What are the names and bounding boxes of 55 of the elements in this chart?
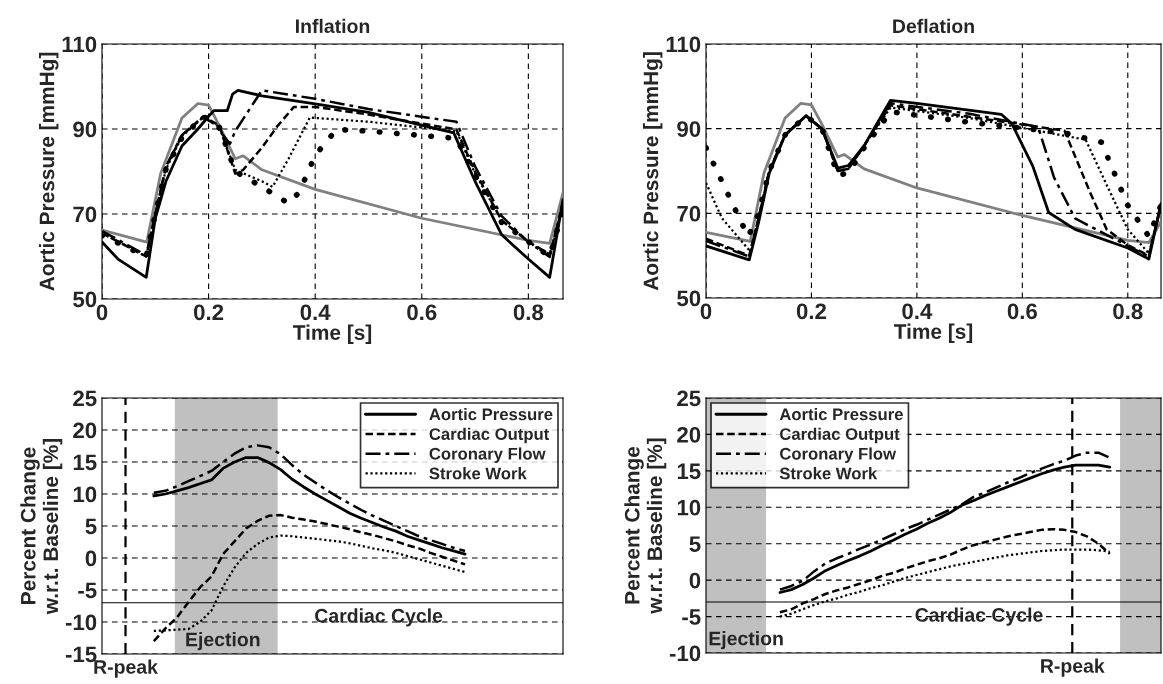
y-tick-label: -10 xyxy=(65,614,97,631)
y-tick-label: 0 xyxy=(689,572,701,589)
y-tick-label: -5 xyxy=(682,609,701,625)
y-axis-title: Percent Change w.r.t. Baseline [%] xyxy=(20,438,63,615)
y-tick-label: 25 xyxy=(677,390,701,407)
legend-label: Coronary Flow xyxy=(780,447,897,463)
x-tick-label: 0.8 xyxy=(513,304,544,321)
annotation: Ejection xyxy=(186,632,260,651)
y-tick-label: -5 xyxy=(78,582,97,599)
x-tick-label: 0 xyxy=(96,304,108,321)
x-tick-label: 0.4 xyxy=(902,303,933,320)
y-axis-title: Aortic Pressure [mmHg] xyxy=(643,52,663,291)
y-axis-title: Percent Change w.r.t. Baseline [%] xyxy=(624,438,667,614)
y-tick-label: 50 xyxy=(677,290,701,307)
y-tick-label: 50 xyxy=(73,291,97,308)
ref-line-label: Cardiac Cycle xyxy=(915,607,1043,626)
y-tick-label: 90 xyxy=(73,121,97,138)
x-tick-label: 0.6 xyxy=(407,304,437,321)
y-tick-label: 25 xyxy=(73,390,97,407)
y-axis-title: Aortic Pressure [mmHg] xyxy=(39,52,59,291)
y-tick-label: 90 xyxy=(677,121,701,137)
ref-line-label: Cardiac Cycle xyxy=(315,608,443,627)
y-tick-label: 110 xyxy=(666,36,701,53)
y-tick-label: 5 xyxy=(85,518,97,535)
text: R-peak xyxy=(1041,658,1105,677)
legend-label: Aortic Pressure xyxy=(429,408,553,421)
y-tick-label: 110 xyxy=(62,36,97,53)
legend-label: Cardiac Output xyxy=(429,427,550,444)
y-tick-label: 70 xyxy=(73,206,97,223)
legend-label: Aortic Pressure xyxy=(779,408,903,421)
x-axis-title: Time [s] xyxy=(893,323,973,343)
y-tick-label: 70 xyxy=(677,205,701,222)
chart-title: Deflation xyxy=(893,18,974,34)
x-tick-label: 0.4 xyxy=(300,304,331,321)
annotation: Ejection xyxy=(709,631,783,650)
x-tick-label: 0.2 xyxy=(796,303,826,320)
x-tick-label: 0.2 xyxy=(194,304,224,321)
y-tick-label: 0 xyxy=(85,550,97,567)
legend-label: Stroke Work xyxy=(779,467,878,480)
y-tick-label: 15 xyxy=(677,463,701,480)
x-tick-label: 0 xyxy=(700,303,712,320)
y-tick-label: 15 xyxy=(73,454,97,471)
legend-label: Coronary Flow xyxy=(429,447,546,463)
y-tick-label: 10 xyxy=(677,499,701,516)
y-tick-label: 10 xyxy=(73,486,97,503)
y-tick-label: 5 xyxy=(689,536,701,552)
y-tick-label: 20 xyxy=(677,426,701,443)
x-tick-label: 0.8 xyxy=(1113,303,1143,320)
x-tick-label: 0.6 xyxy=(1007,303,1037,320)
legend-label: Cardiac Output xyxy=(780,427,900,444)
chart-title: Inflation xyxy=(296,18,370,34)
legend-label: Stroke Work xyxy=(429,467,527,480)
y-tick-label: 20 xyxy=(73,422,97,439)
x-axis-title: Time [s] xyxy=(292,324,372,344)
y-tick-label: -10 xyxy=(669,645,701,662)
